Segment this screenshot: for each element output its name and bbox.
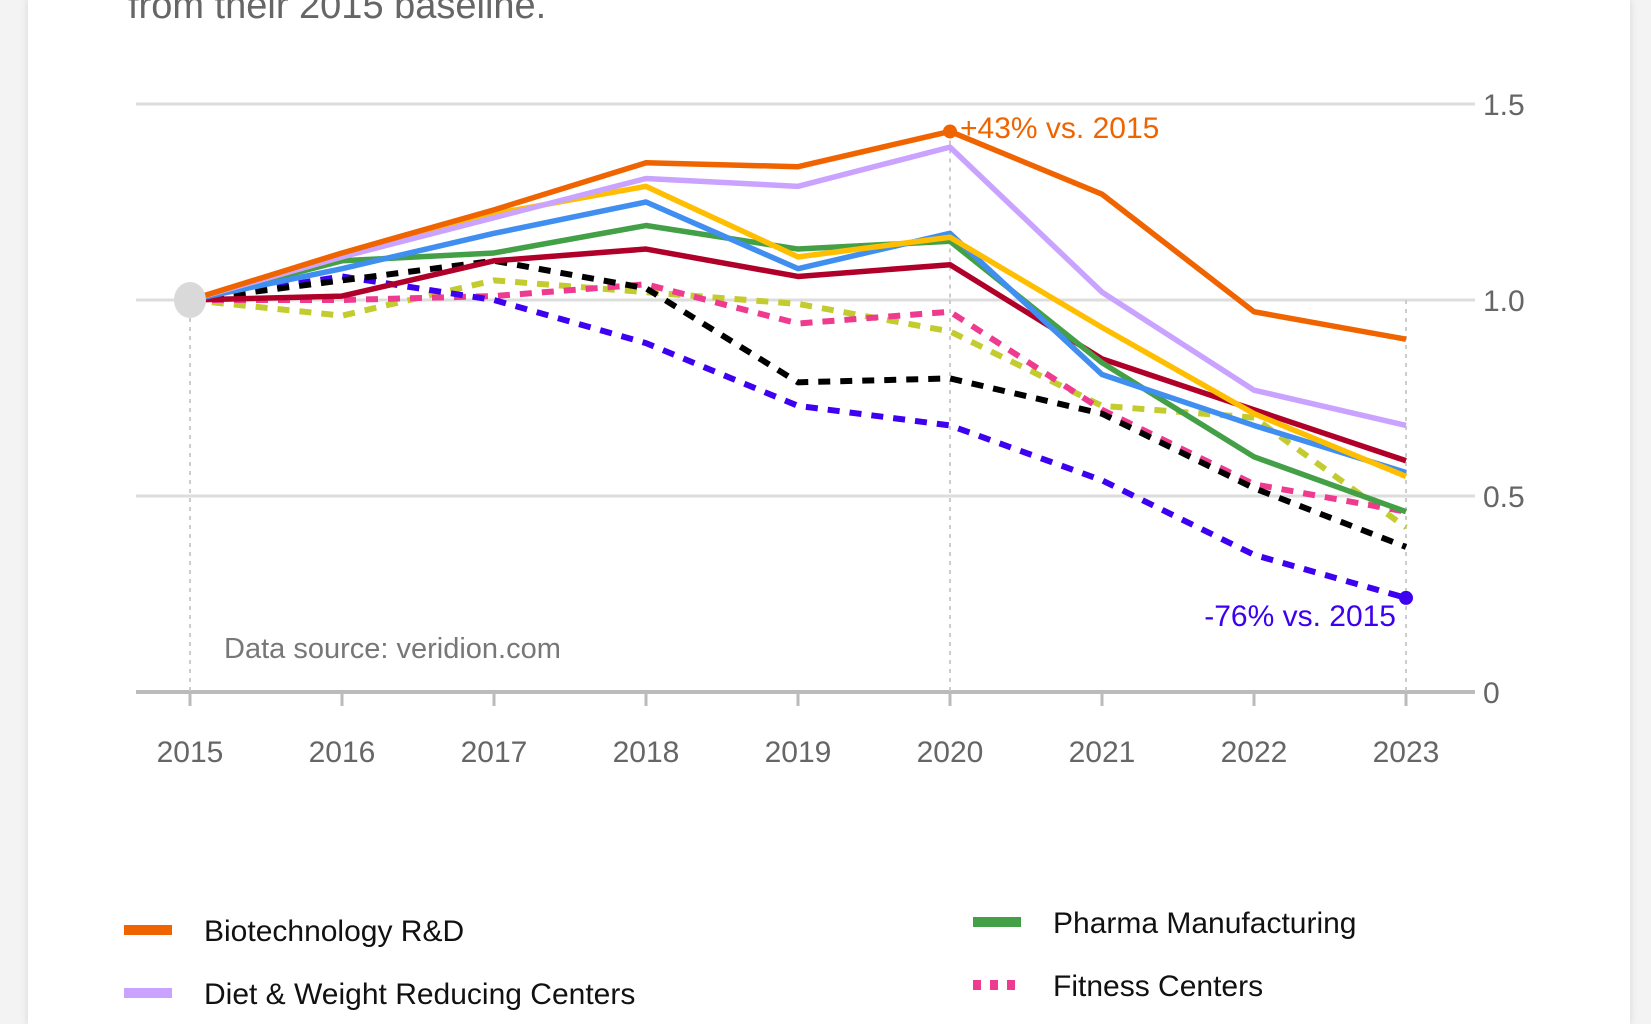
series-line — [189, 183, 1408, 479]
x-tick-label: 2021 — [1069, 736, 1136, 769]
x-tick-label: 2015 — [157, 736, 224, 769]
max-point-marker — [943, 124, 957, 139]
min-point-marker — [1399, 590, 1413, 605]
legend-label: Diet & Weight Reducing Centers — [204, 978, 635, 1011]
baseline-marker — [174, 282, 206, 318]
legend-label: Biotechnology R&D — [204, 915, 464, 948]
y-tick-label: 0 — [1483, 677, 1500, 710]
series-line — [189, 246, 1407, 464]
x-tick-label: 2023 — [1373, 736, 1440, 769]
chart-subtitle: from their 2015 baseline. — [128, 0, 546, 27]
x-tick-label: 2018 — [613, 736, 680, 769]
series-line — [190, 281, 1407, 515]
x-tick-label: 2017 — [461, 736, 528, 769]
series-line — [189, 144, 1407, 429]
series-line — [189, 199, 1407, 476]
x-tick-label: 2022 — [1221, 736, 1288, 769]
x-tick-label: 2016 — [309, 736, 376, 769]
y-tick-label: 0.5 — [1483, 481, 1525, 514]
chart-card — [28, 0, 1630, 1024]
series-line — [189, 128, 1407, 342]
data-source-note: Data source: veridion.com — [224, 633, 561, 665]
legend-label: Pharma Manufacturing — [1053, 907, 1357, 940]
y-tick-label: 1.0 — [1483, 285, 1525, 318]
x-tick-label: 2020 — [917, 736, 984, 769]
series-line — [189, 277, 1408, 530]
y-tick-label: 1.5 — [1483, 89, 1525, 122]
annotation-min: -76% vs. 2015 — [1204, 600, 1396, 633]
series-line — [189, 257, 1408, 550]
legend-label: Fitness Centers — [1053, 970, 1263, 1003]
annotation-max: +43% vs. 2015 — [960, 112, 1159, 145]
x-tick-label: 2019 — [765, 736, 832, 769]
